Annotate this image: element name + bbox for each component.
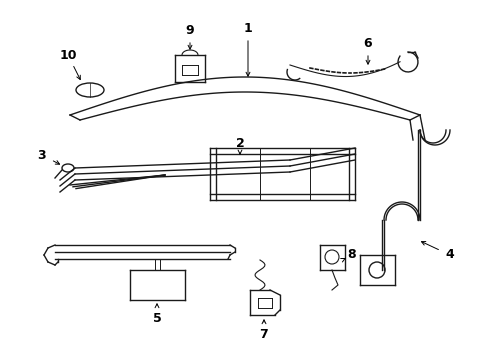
Text: 10: 10 bbox=[59, 49, 77, 62]
Text: 3: 3 bbox=[38, 149, 46, 162]
Text: 7: 7 bbox=[259, 328, 268, 342]
Text: 1: 1 bbox=[243, 22, 252, 35]
Text: 6: 6 bbox=[363, 36, 371, 50]
Text: 8: 8 bbox=[347, 248, 356, 261]
Text: 5: 5 bbox=[152, 311, 161, 324]
Text: 2: 2 bbox=[235, 136, 244, 149]
Text: 9: 9 bbox=[185, 23, 194, 36]
Text: 4: 4 bbox=[445, 248, 453, 261]
